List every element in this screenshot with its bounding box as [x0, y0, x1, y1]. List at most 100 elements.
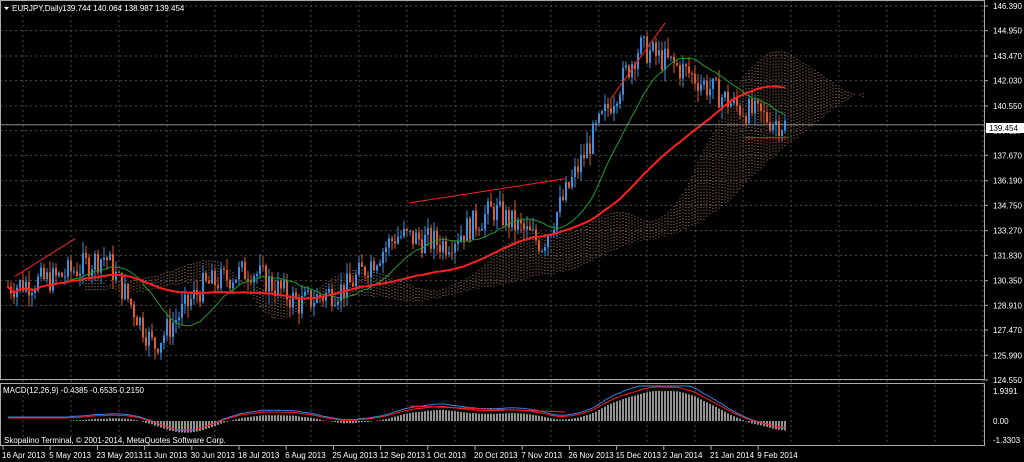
candle-body: [391, 238, 393, 242]
main-chart-frame: [0, 0, 985, 380]
candle-body: [142, 317, 144, 338]
candle-body: [433, 230, 435, 249]
candle-body: [40, 267, 42, 277]
candle-body: [97, 253, 99, 273]
candle-body: [361, 262, 363, 267]
time-tick-label: 2 Jan 2014: [663, 451, 703, 460]
candle-body: [409, 230, 411, 232]
price-tick-label: 130.350: [993, 277, 1022, 286]
candle-body: [427, 228, 429, 235]
ohlc-values: 139.744 140.064 138.987 139.454: [62, 4, 185, 13]
candle-body: [106, 257, 108, 261]
candle-body: [124, 283, 126, 299]
time-tick-label: 1 Oct 2013: [427, 451, 467, 460]
candle-body: [544, 247, 546, 251]
candle-body: [214, 270, 216, 286]
candle-body: [25, 281, 27, 292]
candle-body: [508, 210, 510, 228]
candle-body: [109, 254, 111, 261]
candle-body: [256, 274, 258, 277]
candle-body: [244, 261, 246, 280]
candle-body: [700, 84, 702, 91]
candle-body: [652, 42, 654, 51]
candle-body: [82, 253, 84, 274]
candle-body: [676, 63, 678, 65]
candle-body: [613, 106, 615, 113]
candle-body: [400, 236, 402, 238]
candle-body: [649, 50, 651, 63]
candle-body: [316, 294, 318, 303]
candle-body: [163, 335, 165, 343]
candle-body: [721, 97, 723, 108]
candle-body: [601, 111, 603, 114]
time-tick-label: 26 Nov 2013: [568, 451, 614, 460]
candle-body: [334, 304, 336, 306]
candle-body: [208, 280, 210, 284]
candle-body: [43, 267, 45, 280]
candle-body: [736, 97, 738, 106]
candle-body: [616, 103, 618, 107]
candle-body: [58, 272, 60, 276]
candle-body: [322, 297, 324, 301]
candle-body: [16, 287, 18, 298]
trend-line: [14, 238, 76, 277]
candle-body: [205, 272, 207, 281]
time-tick-label: 18 Jul 2013: [238, 451, 280, 460]
candle-body: [448, 252, 450, 255]
candle-body: [610, 108, 612, 113]
candle-body: [352, 282, 354, 287]
candle-body: [679, 64, 681, 79]
candle-body: [217, 285, 219, 289]
candle-body: [67, 260, 69, 277]
candle-body: [412, 230, 414, 245]
candle-body: [661, 50, 663, 70]
candle-body: [742, 115, 744, 117]
candle-body: [487, 201, 489, 214]
dropdown-icon: [4, 7, 9, 10]
candle-body: [529, 226, 531, 231]
candle-body: [61, 272, 63, 277]
candle-body: [577, 166, 579, 173]
candle-body: [394, 241, 396, 244]
candle-body: [745, 115, 747, 124]
candle-body: [178, 317, 180, 321]
time-tick-label: 5 May 2013: [49, 451, 91, 460]
candle-body: [199, 294, 201, 302]
candle-body: [259, 265, 261, 275]
price-axis: 146.390144.950143.470142.030140.550139.1…: [984, 2, 1022, 385]
candle-body: [31, 292, 33, 296]
candle-body: [538, 240, 540, 252]
macd-tick-zero: 0.00: [993, 417, 1009, 426]
candle-body: [562, 196, 564, 200]
candle-body: [127, 283, 129, 299]
candle-body: [628, 65, 630, 78]
candle-body: [715, 78, 717, 80]
macd-signal-line: [8, 386, 786, 431]
candle-body: [664, 48, 666, 70]
candle-body: [373, 261, 375, 271]
candle-body: [388, 238, 390, 248]
candle-body: [19, 280, 21, 288]
grid: [0, 0, 984, 446]
candle-body: [709, 89, 711, 96]
price-tick-label: 131.830: [993, 251, 1022, 260]
candle-body: [226, 269, 228, 281]
candle-body: [346, 273, 348, 298]
candle-body: [358, 262, 360, 275]
candle-body: [469, 218, 471, 240]
candle-body: [718, 79, 720, 108]
candle-body: [511, 210, 513, 228]
candle-body: [499, 201, 501, 205]
candle-body: [55, 268, 57, 276]
candle-body: [532, 229, 534, 231]
candle-body: [64, 276, 66, 278]
candle-body: [730, 103, 732, 107]
candle-body: [283, 280, 285, 289]
macd-trend-lines: [409, 405, 566, 413]
candle-body: [85, 253, 87, 258]
candle-body: [211, 270, 213, 284]
candle-body: [586, 143, 588, 159]
candle-body: [139, 317, 141, 326]
time-tick-label: 21 Jan 2014: [710, 451, 755, 460]
